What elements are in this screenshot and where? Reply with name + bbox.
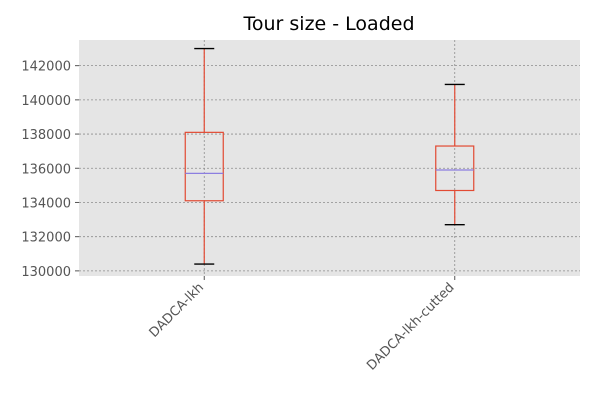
y-tick-label: 130000 xyxy=(21,265,71,280)
iqr-box xyxy=(435,145,475,192)
box-DADCA-lkh-cutted xyxy=(435,83,475,226)
x-category-label: DADCA-lkh-cutted xyxy=(364,280,457,373)
y-tick-label: 132000 xyxy=(21,231,71,246)
y-tick-label: 142000 xyxy=(21,60,71,75)
y-tick-label: 140000 xyxy=(21,94,71,109)
chart-title: Tour size - Loaded xyxy=(243,13,415,35)
y-axis: 130000 132000 134000 136000 138000 140000 1420… xyxy=(21,60,79,280)
box-DADCA-lkh xyxy=(184,47,224,265)
x-category-label: DADCA-lkh xyxy=(147,280,207,340)
iqr-box xyxy=(184,131,224,202)
y-tick-label: 138000 xyxy=(21,128,71,143)
plot-area xyxy=(79,40,580,276)
y-tick-label: 134000 xyxy=(21,196,71,211)
x-axis: DADCA-lkh DADCA-lkh-cutted xyxy=(147,276,458,374)
boxes xyxy=(184,47,475,265)
y-tick-label: 136000 xyxy=(21,162,71,177)
grid-lines xyxy=(79,40,580,276)
